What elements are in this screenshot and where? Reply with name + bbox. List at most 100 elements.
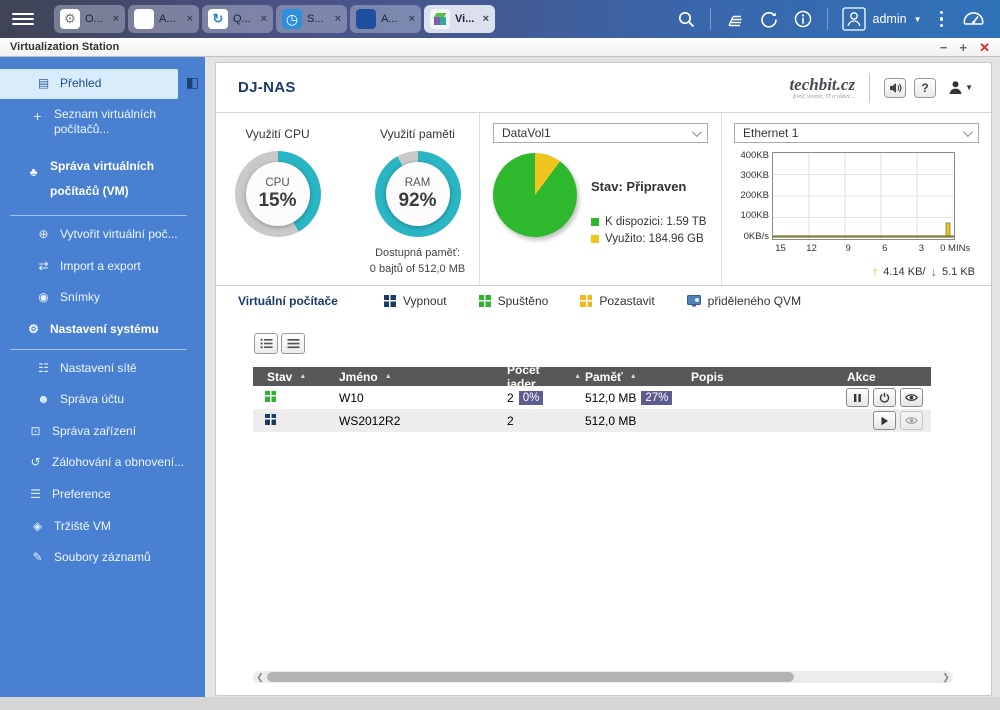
header-jmeno[interactable]: Jméno ▲ <box>339 369 392 384</box>
sidebar-item-sprava-zarizeni[interactable]: ⊡ Správa zařízení <box>0 416 205 448</box>
tab-close-icon[interactable]: × <box>186 13 193 25</box>
sidebar-collapse-icon[interactable]: ◧ <box>185 74 199 90</box>
bottom-strip <box>0 697 1000 710</box>
tab-label: O... <box>85 13 103 25</box>
chevron-down-icon: ▼ <box>913 14 922 24</box>
sidebar-item-import-export[interactable]: ⇄ Import a export <box>0 251 205 283</box>
sidebar-item-nastaveni-site[interactable]: ☷ Nastavení sítě <box>0 353 205 385</box>
info-icon[interactable] <box>793 9 813 29</box>
cpu-gauge-label: Využití CPU <box>245 127 310 141</box>
pause-button[interactable] <box>846 388 869 407</box>
power-button[interactable] <box>873 388 896 407</box>
nas-title: DJ-NAS <box>238 79 296 96</box>
scroll-left-arrow[interactable]: ❮ <box>256 671 264 682</box>
user-icon <box>949 81 962 94</box>
sidebar-item-vytvorit-vm[interactable]: ⊕ Vytvořit virtuální poč... <box>0 219 205 251</box>
tab-close-icon[interactable]: × <box>112 13 119 25</box>
available-memory-text: Dostupná paměť: 0 bajtů of 512,0 MB <box>369 247 466 275</box>
speaker-icon <box>889 82 901 93</box>
sidebar-group-nastaveni-systemu[interactable]: ⚙ Nastavení systému <box>0 314 205 346</box>
chevron-down-icon <box>691 126 702 137</box>
upload-arrow-icon: ↑ <box>871 264 879 279</box>
list-lines-icon <box>287 339 299 349</box>
sidebar-item-trziste-vm[interactable]: ◈ Tržiště VM <box>0 511 205 543</box>
scrollbar-track[interactable] <box>265 672 941 682</box>
tab-windows-app[interactable]: A... × <box>350 5 421 33</box>
scrollbar-thumb[interactable] <box>267 672 795 682</box>
download-arrow-icon: ↓ <box>930 264 937 279</box>
eye-icon <box>905 394 918 401</box>
volume-select[interactable]: DataVol1 <box>493 123 708 143</box>
sidebar-item-snimky[interactable]: ◉ Snímky <box>0 282 205 314</box>
table-row-w10[interactable]: W10 2 0% 512,0 MB 27% <box>253 386 931 409</box>
start-button[interactable] <box>873 411 896 430</box>
dashboard-gauge-icon[interactable] <box>961 8 986 30</box>
mute-button[interactable] <box>884 77 907 98</box>
vm-name: WS2012R2 <box>339 413 401 428</box>
detail-view-button[interactable] <box>281 333 305 354</box>
header-stav[interactable]: Stav ▲ <box>267 369 307 384</box>
overview-icon: ▤ <box>37 76 50 90</box>
table-row-ws2012r2[interactable]: WS2012R2 2 512,0 MB <box>253 409 931 432</box>
device-icon: ⊡ <box>30 423 41 438</box>
minimize-button[interactable]: − <box>939 39 948 55</box>
more-options-icon[interactable] <box>936 10 948 28</box>
sidebar-item-sprava-uctu[interactable]: ☻ Správa účtu <box>37 392 125 407</box>
interface-select[interactable]: Ethernet 1 <box>734 123 979 143</box>
sidebar-item-zalohovani[interactable]: ↺ Zálohování a obnovení... <box>0 447 205 479</box>
table-header: Stav ▲ Jméno ▲ Počet jader ▲ Paměť ▲ Popis A… <box>253 363 931 391</box>
tab-close-icon[interactable]: × <box>408 13 415 25</box>
scroll-right-arrow[interactable]: ❯ <box>942 671 950 682</box>
tab-security[interactable]: ◷ S... × <box>276 5 347 33</box>
sidebar-item-seznam-vm[interactable]: + Seznam virtuálních počítačů... <box>0 99 205 146</box>
chevron-down-icon <box>962 126 973 137</box>
upload-value: 4.14 KB/ <box>883 265 926 278</box>
panel-user-menu[interactable]: ▼ <box>948 80 973 95</box>
status-stopped-icon <box>265 413 276 425</box>
app-center-icon <box>134 9 154 29</box>
tab-close-icon[interactable]: × <box>334 13 341 25</box>
sidebar-item-soubory-zaznamu[interactable]: ✎ Soubory záznamů <box>0 542 205 574</box>
avatar-icon <box>841 7 866 31</box>
create-vm-icon: ⊕ <box>38 227 49 242</box>
view-button[interactable] <box>900 388 923 407</box>
list-view-button[interactable] <box>254 333 278 354</box>
header-popis[interactable]: Popis <box>691 369 724 384</box>
horizontal-scrollbar[interactable]: ❮ ❯ <box>253 671 953 683</box>
ram-gauge-label: Využití paměti <box>380 127 455 141</box>
background-tasks-icon[interactable] <box>725 10 745 29</box>
sidebar-group-sprava-vm[interactable]: ♣ Správa virtuálních počítačů (VM) <box>0 146 205 212</box>
network-throughput: ↑ 4.14 KB/ ↓ 5.1 KB <box>734 264 979 279</box>
help-button[interactable]: ? <box>914 77 937 98</box>
tab-qsync[interactable]: ↻ Q... × <box>202 5 273 33</box>
firmware-update-icon[interactable] <box>759 9 779 29</box>
network-plot-area <box>772 152 955 240</box>
cube-icon <box>430 9 450 29</box>
network-section: Ethernet 1 400KB 300KB 200KB 100KB 0KB/s <box>721 113 991 285</box>
chevron-down-icon: ▼ <box>965 83 973 92</box>
tab-virtualization-station[interactable]: Vi... × <box>424 5 495 33</box>
divider <box>709 8 711 30</box>
import-export-icon: ⇄ <box>38 258 49 273</box>
sidebar-item-preference[interactable]: ☰ Preference <box>0 479 205 511</box>
header-pocet-jader[interactable]: Počet jader ▲ <box>507 362 581 391</box>
tab-label: A... <box>159 13 176 25</box>
search-icon[interactable] <box>677 10 696 29</box>
sort-arrow-icon: ▲ <box>299 373 307 380</box>
close-button[interactable]: ✕ <box>979 39 990 55</box>
storage-section: DataVol1 Stav: Připraven K dispozici: 1.… <box>479 113 721 285</box>
panel-header: DJ-NAS techbit.cz život, vesmír, IT a vů… <box>216 63 991 113</box>
maximize-button[interactable]: + <box>959 39 968 55</box>
sidebar-item-prehled[interactable]: ▤ Přehled <box>0 69 178 99</box>
sidebar-divider <box>10 215 187 217</box>
desktop-top-bar: ⚙ O... × A... × ↻ Q... × ◷ S... × A... × <box>0 0 1000 38</box>
tab-app-center[interactable]: A... × <box>128 5 199 33</box>
vm-memory: 512,0 MB <box>585 413 637 428</box>
tab-close-icon[interactable]: × <box>482 13 489 25</box>
main-menu-icon[interactable] <box>0 10 46 27</box>
header-pamet[interactable]: Paměť ▲ <box>585 369 637 384</box>
tab-close-icon[interactable]: × <box>260 13 267 25</box>
network-layers-icon: ☷ <box>38 360 49 375</box>
tab-control-panel[interactable]: ⚙ O... × <box>54 5 125 33</box>
user-menu[interactable]: admin ▼ <box>841 7 922 31</box>
